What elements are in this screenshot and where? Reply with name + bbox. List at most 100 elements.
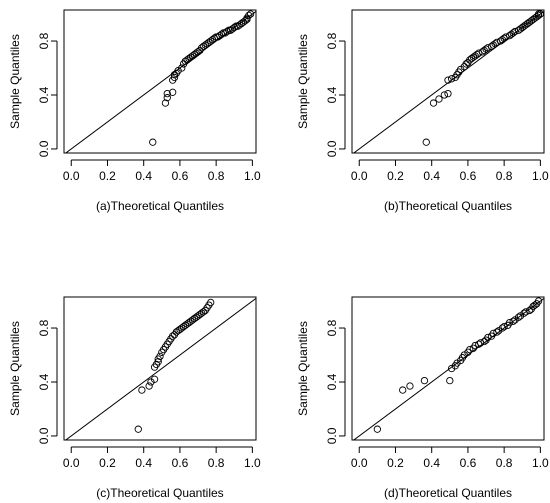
data-point — [163, 94, 171, 102]
data-point — [447, 75, 456, 83]
data-point — [147, 378, 155, 386]
data-point — [181, 57, 190, 65]
data-point — [188, 52, 197, 60]
data-point — [194, 312, 202, 320]
x-tick-label: 0.0 — [351, 169, 368, 183]
data-point — [440, 91, 449, 99]
data-point — [234, 22, 242, 30]
data-point — [154, 358, 162, 366]
reference-line — [64, 297, 256, 440]
data-point — [457, 65, 465, 74]
x-tick-label: 0.8 — [496, 456, 513, 470]
x-tick-label: 1.0 — [244, 169, 261, 183]
data-point — [420, 376, 429, 385]
data-point — [187, 317, 195, 325]
y-tick-label: 0.8 — [325, 32, 339, 49]
data-point — [522, 21, 530, 29]
data-point — [444, 76, 452, 84]
data-point — [520, 22, 528, 30]
x-axis-title: (c)Theoretical Quantiles — [96, 486, 223, 500]
data-point — [203, 40, 211, 48]
data-point — [493, 328, 501, 336]
data-point — [505, 31, 514, 40]
data-point — [199, 308, 208, 316]
data-point — [446, 376, 454, 385]
data-layer — [352, 10, 544, 153]
data-point — [172, 328, 180, 336]
data-point — [185, 54, 193, 63]
x-tick-label: 0.4 — [423, 169, 440, 183]
panel-d: 0.0 0.2 0.4 0.6 0.8 1.0 0.0 0.4 0.8 (d)Theoretica… — [296, 296, 549, 500]
data-point — [170, 71, 179, 79]
data-layer — [352, 297, 544, 440]
data-point — [176, 325, 184, 334]
data-point — [534, 297, 543, 305]
data-point — [524, 19, 532, 28]
plot-frame — [351, 296, 545, 441]
x-axis-title: (d)Theoretical Quantiles — [384, 486, 512, 500]
x-tick-label: 0.6 — [172, 456, 189, 470]
data-point — [529, 15, 537, 24]
data-point — [435, 95, 443, 103]
y-axis-title: Sample Quantiles — [296, 34, 310, 129]
y-axis-title: Sample Quantiles — [8, 34, 22, 129]
data-point — [138, 386, 146, 394]
data-point — [134, 425, 142, 433]
data-point — [205, 38, 213, 47]
data-point — [534, 10, 543, 18]
data-point — [214, 33, 222, 41]
reference-line — [352, 10, 544, 153]
data-point — [178, 324, 186, 332]
data-point — [196, 310, 204, 319]
panel-a: 0.0 0.2 0.4 0.6 0.8 1.0 0.0 0.4 0.8 (a)Theoretica… — [8, 9, 261, 213]
x-tick-label: 0.8 — [208, 456, 225, 470]
x-tick-label: 0.4 — [135, 169, 152, 183]
data-point — [156, 352, 164, 361]
data-point — [207, 298, 215, 307]
data-point — [183, 56, 191, 64]
data-point — [525, 18, 534, 26]
plot-frame — [63, 296, 257, 441]
data-point — [429, 99, 438, 107]
data-point — [239, 18, 247, 26]
data-point — [161, 99, 170, 107]
y-tick-label: 0.0 — [37, 427, 51, 444]
data-point — [447, 364, 456, 373]
data-point — [190, 50, 199, 59]
data-point — [469, 53, 478, 61]
plot-frame — [351, 9, 545, 154]
x-tick-label: 0.0 — [63, 169, 80, 183]
data-point — [514, 313, 523, 321]
data-point — [536, 10, 544, 18]
data-point — [511, 316, 519, 324]
data-point — [480, 46, 488, 55]
data-point — [178, 64, 186, 72]
data-point — [498, 36, 506, 44]
data-point — [163, 89, 171, 98]
x-tick-label: 0.2 — [387, 456, 404, 470]
y-tick-label: 0.4 — [325, 373, 339, 390]
data-point — [478, 48, 487, 56]
data-point — [192, 49, 200, 57]
panel-c: 0.0 0.2 0.4 0.6 0.8 1.0 0.0 0.4 0.8 (c)Theoretica… — [8, 296, 261, 500]
data-point — [150, 375, 159, 383]
y-tick-label: 0.0 — [37, 140, 51, 157]
reference-line — [64, 10, 256, 153]
data-layer — [64, 10, 256, 153]
data-point — [245, 11, 253, 20]
data-point — [496, 37, 505, 45]
data-point — [480, 337, 488, 346]
data-point — [516, 312, 525, 320]
data-point — [471, 52, 479, 60]
x-tick-label: 0.6 — [460, 456, 477, 470]
data-point — [207, 37, 215, 45]
x-tick-label: 1.0 — [532, 456, 549, 470]
data-point — [201, 41, 209, 49]
data-point — [529, 302, 537, 311]
data-point — [500, 323, 508, 331]
data-point — [531, 14, 539, 22]
data-point — [399, 386, 407, 394]
data-point — [174, 327, 182, 335]
data-point — [179, 323, 188, 331]
